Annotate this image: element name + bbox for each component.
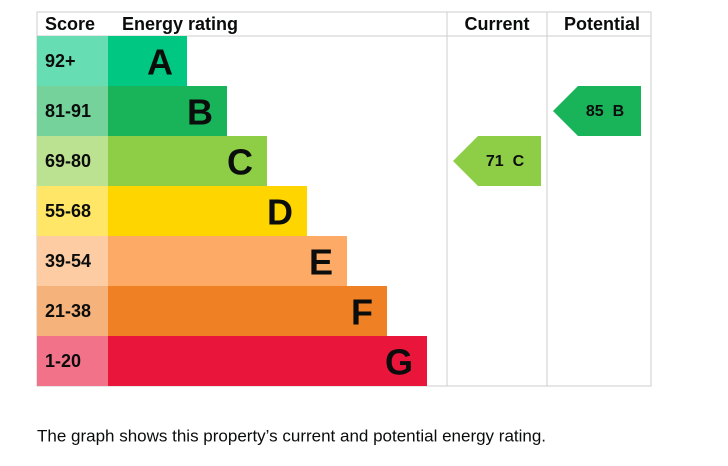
rating-bar (108, 186, 307, 236)
rating-letter: C (227, 142, 253, 183)
rating-letter: E (309, 242, 333, 283)
current-label: 71 C (486, 153, 525, 170)
score-cell (37, 336, 108, 386)
score-label: 92+ (45, 51, 76, 71)
potential-label: 85 B (586, 103, 624, 120)
score-label: 81-91 (45, 101, 91, 121)
rating-bar (108, 36, 187, 86)
potential-arrow (553, 86, 641, 136)
score-cell (37, 186, 108, 236)
header-potential: Potential (564, 14, 640, 34)
rating-letter: F (351, 292, 373, 333)
potential-value: 85 (586, 103, 604, 120)
score-cell (37, 86, 108, 136)
rating-letter: B (187, 92, 213, 133)
score-label: 69-80 (45, 151, 91, 171)
current-value: 71 (486, 153, 504, 170)
rating-letter: D (267, 192, 293, 233)
score-cell (37, 286, 108, 336)
score-cell (37, 36, 108, 86)
rating-bar (108, 136, 267, 186)
score-cell (37, 236, 108, 286)
current-letter: C (513, 153, 525, 170)
rating-bar (108, 336, 427, 386)
potential-letter: B (613, 103, 625, 120)
rating-bar (108, 236, 347, 286)
score-label: 39-54 (45, 251, 91, 271)
rating-bar (108, 86, 227, 136)
rating-bar (108, 286, 387, 336)
header-rating: Energy rating (122, 14, 238, 34)
current-arrow (453, 136, 541, 186)
caption: The graph shows this property’s current … (37, 427, 546, 446)
score-label: 21-38 (45, 301, 91, 321)
header-current: Current (464, 14, 529, 34)
score-cell (37, 136, 108, 186)
score-label: 1-20 (45, 351, 81, 371)
score-label: 55-68 (45, 201, 91, 221)
rating-letter: G (385, 342, 413, 383)
header-score: Score (45, 14, 95, 34)
rating-letter: A (147, 42, 173, 83)
